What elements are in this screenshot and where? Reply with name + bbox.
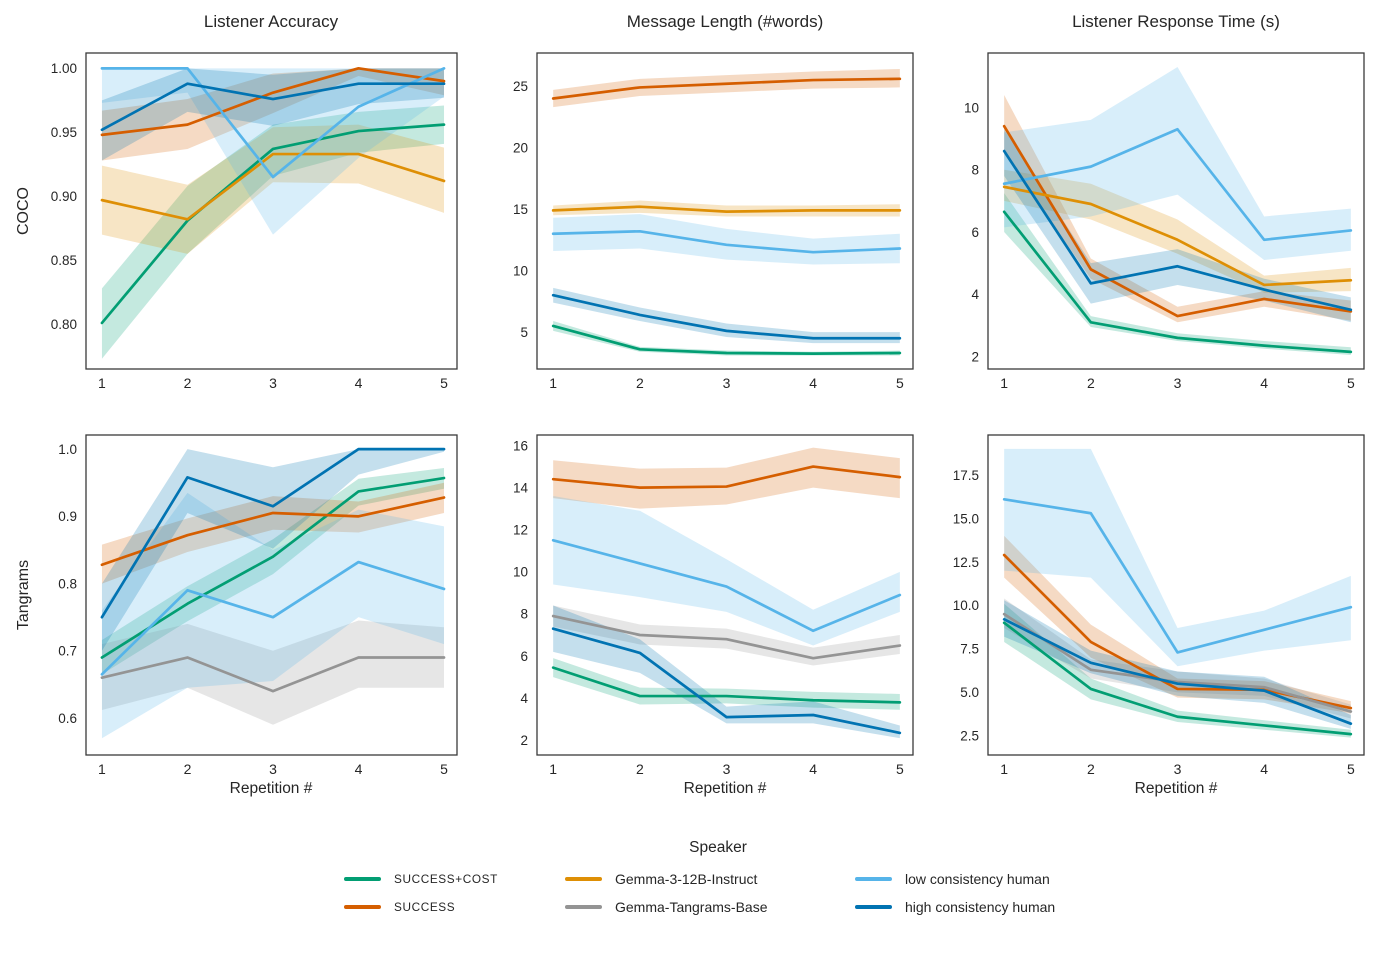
legend-label: low consistency human xyxy=(905,871,1050,887)
legend-entry-low-human: low consistency human xyxy=(855,868,1050,890)
legend-entry-high-human: high consistency human xyxy=(855,896,1055,918)
svg-text:12.5: 12.5 xyxy=(953,555,979,570)
svg-text:4: 4 xyxy=(355,761,363,777)
legend-label: SUCCESS+COST xyxy=(394,872,498,886)
svg-text:4: 4 xyxy=(1260,375,1268,391)
svg-text:5: 5 xyxy=(1347,761,1355,777)
svg-text:1: 1 xyxy=(549,375,557,391)
svg-text:4: 4 xyxy=(1260,761,1268,777)
svg-text:10: 10 xyxy=(964,100,979,115)
svg-text:20: 20 xyxy=(513,140,528,155)
svg-text:4: 4 xyxy=(809,761,817,777)
legend-label: SUCCESS xyxy=(394,900,456,914)
svg-text:1.0: 1.0 xyxy=(58,442,77,457)
svg-text:3: 3 xyxy=(269,375,277,391)
svg-text:3: 3 xyxy=(1174,375,1182,391)
svg-text:5: 5 xyxy=(520,325,528,340)
svg-text:2: 2 xyxy=(1087,375,1095,391)
svg-text:0.9: 0.9 xyxy=(58,509,77,524)
svg-text:17.5: 17.5 xyxy=(953,468,979,483)
svg-text:2: 2 xyxy=(636,761,644,777)
svg-text:0.8: 0.8 xyxy=(58,576,77,591)
legend-line-swatch xyxy=(855,905,892,909)
subplot-title-accuracy: Listener Accuracy xyxy=(203,12,339,31)
legend-entry-success: SUCCESS xyxy=(344,896,455,918)
legend-line-swatch xyxy=(565,877,602,881)
svg-text:1.00: 1.00 xyxy=(51,61,77,76)
svg-text:2: 2 xyxy=(184,375,192,391)
svg-text:3: 3 xyxy=(723,375,731,391)
row-label-coco: COCO xyxy=(15,187,32,235)
svg-text:2: 2 xyxy=(520,733,528,748)
svg-text:1: 1 xyxy=(98,761,106,777)
svg-text:0.85: 0.85 xyxy=(51,253,77,268)
svg-text:6: 6 xyxy=(520,649,528,664)
subplot-title-message-length: Message Length (#words) xyxy=(626,12,824,31)
legend-entry-gemma-base: Gemma-Tangrams-Base xyxy=(565,896,768,918)
legend-label: high consistency human xyxy=(905,899,1056,915)
svg-text:2: 2 xyxy=(971,349,979,364)
svg-text:0.6: 0.6 xyxy=(58,711,77,726)
svg-text:1: 1 xyxy=(549,761,557,777)
x-axis-label: Repetition # xyxy=(1134,780,1218,797)
svg-text:2: 2 xyxy=(184,761,192,777)
svg-text:5: 5 xyxy=(896,375,904,391)
legend-line-swatch xyxy=(565,905,602,909)
svg-text:4: 4 xyxy=(971,287,979,302)
svg-text:16: 16 xyxy=(513,438,528,453)
svg-text:4: 4 xyxy=(520,691,528,706)
svg-text:10.0: 10.0 xyxy=(953,598,979,613)
legend-label: Gemma-3-12B-Instruct xyxy=(615,871,758,887)
svg-text:2: 2 xyxy=(636,375,644,391)
svg-text:5: 5 xyxy=(440,375,448,391)
svg-text:1: 1 xyxy=(98,375,106,391)
svg-text:8: 8 xyxy=(971,163,979,178)
svg-text:0.95: 0.95 xyxy=(51,125,77,140)
svg-text:5: 5 xyxy=(1347,375,1355,391)
svg-text:0.7: 0.7 xyxy=(58,644,77,659)
svg-text:5: 5 xyxy=(440,761,448,777)
svg-text:5: 5 xyxy=(896,761,904,777)
x-axis-label: Repetition # xyxy=(229,780,313,797)
svg-text:14: 14 xyxy=(513,480,529,495)
svg-text:7.5: 7.5 xyxy=(960,642,979,657)
svg-text:1: 1 xyxy=(1000,761,1008,777)
legend-line-swatch xyxy=(855,877,892,881)
legend-line-swatch xyxy=(344,877,381,881)
svg-text:3: 3 xyxy=(1174,761,1182,777)
svg-text:6: 6 xyxy=(971,225,979,240)
svg-text:0.80: 0.80 xyxy=(51,317,77,332)
svg-text:3: 3 xyxy=(269,761,277,777)
x-axis-label: Repetition # xyxy=(683,780,767,797)
svg-text:3: 3 xyxy=(723,761,731,777)
svg-text:25: 25 xyxy=(513,79,528,94)
svg-text:8: 8 xyxy=(520,607,528,622)
svg-text:4: 4 xyxy=(809,375,817,391)
svg-text:15: 15 xyxy=(513,202,528,217)
legend-entry-success-cost: SUCCESS+COST xyxy=(344,868,498,890)
svg-text:10: 10 xyxy=(513,565,528,580)
svg-text:2.5: 2.5 xyxy=(960,729,979,744)
svg-text:12: 12 xyxy=(513,523,528,538)
svg-text:1: 1 xyxy=(1000,375,1008,391)
row-label-tangrams: Tangrams xyxy=(15,559,32,631)
subplot-title-response-time: Listener Response Time (s) xyxy=(1072,12,1280,31)
svg-text:10: 10 xyxy=(513,263,528,278)
legend-label: Gemma-Tangrams-Base xyxy=(615,899,768,915)
svg-text:4: 4 xyxy=(355,375,363,391)
svg-text:15.0: 15.0 xyxy=(953,511,979,526)
legend-title: Speaker xyxy=(689,839,747,856)
legend-line-swatch xyxy=(344,905,381,909)
svg-text:0.90: 0.90 xyxy=(51,189,77,204)
svg-text:5.0: 5.0 xyxy=(960,685,979,700)
svg-text:2: 2 xyxy=(1087,761,1095,777)
legend-entry-gemma-12b: Gemma-3-12B-Instruct xyxy=(565,868,757,890)
